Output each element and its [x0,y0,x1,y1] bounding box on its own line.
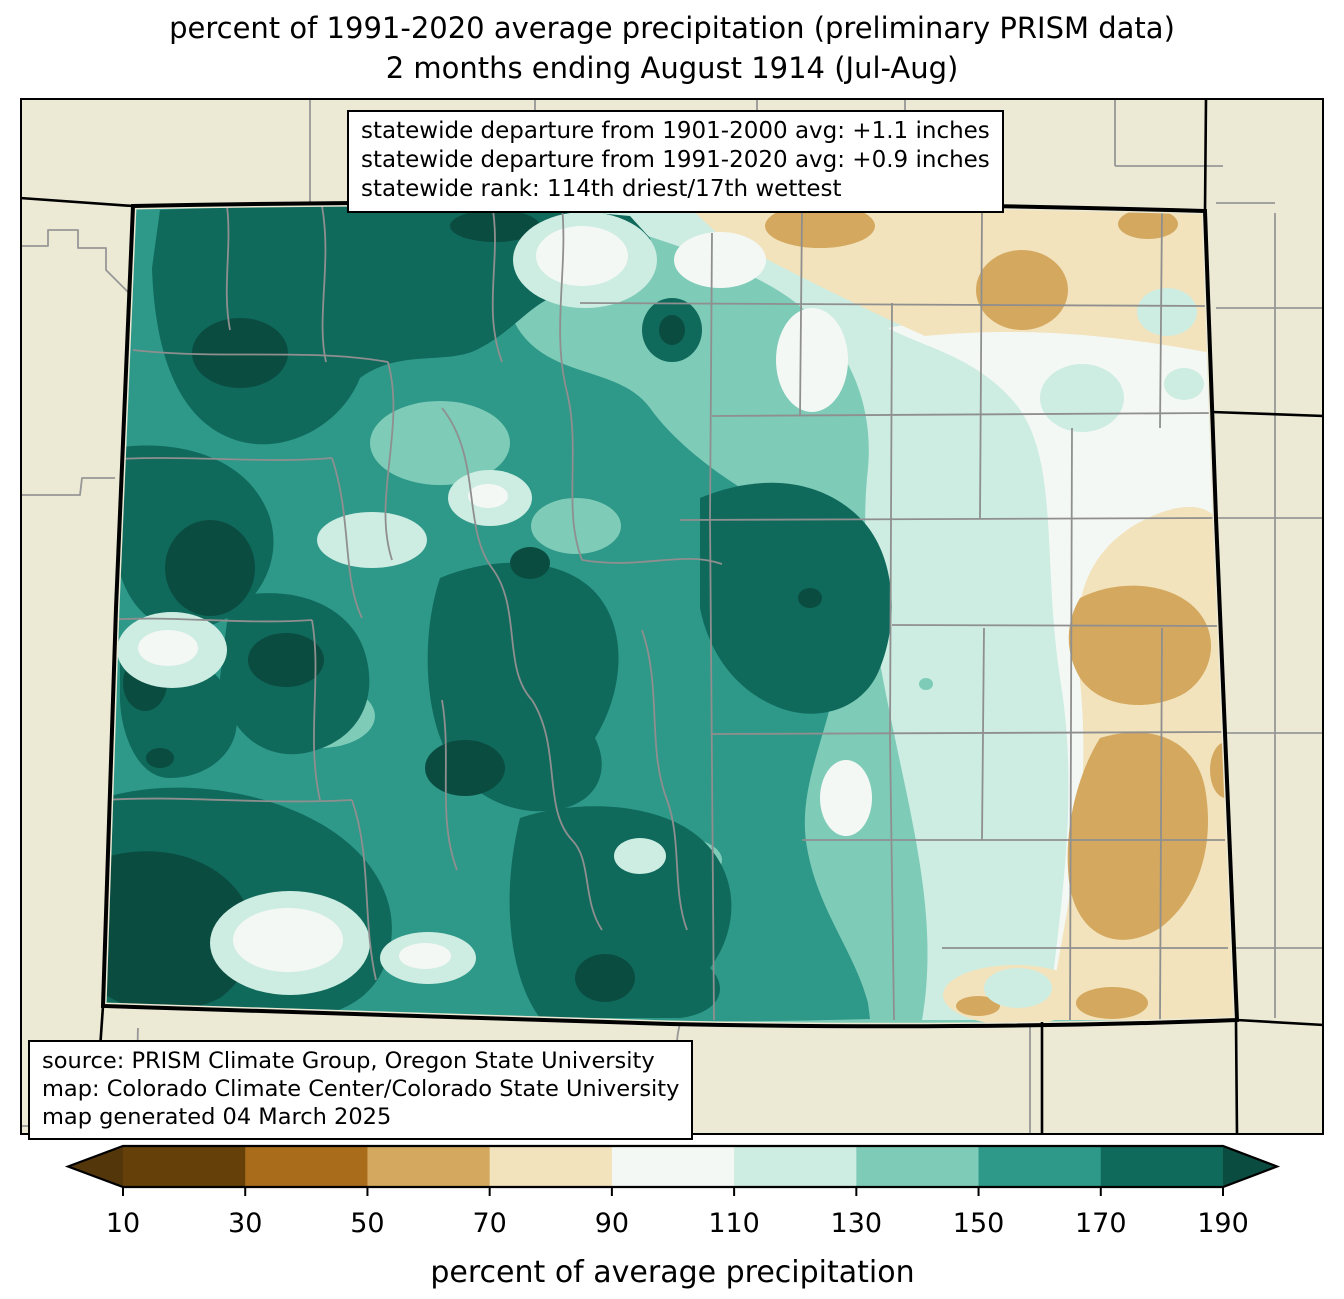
colorbar-tick-label: 110 [708,1208,760,1239]
colorbar-tick-label: 150 [953,1208,1005,1239]
stats-line-rank: statewide rank: 114th driest/17th wettes… [361,176,842,202]
colorbar-segment [978,1146,1102,1187]
chart-title-line1: percent of 1991-2020 average precipitati… [169,11,1175,45]
colorbar-tick-label: 170 [1075,1208,1127,1239]
colorbar-segment [123,1146,246,1187]
colorbar-segment [367,1146,491,1187]
chart-title-line2: 2 months ending August 1914 (Jul-Aug) [385,51,959,85]
source-line: source: PRISM Climate Group, Oregon Stat… [42,1048,655,1074]
colorbar-tick-label: 70 [472,1208,506,1239]
chart-title: percent of 1991-2020 average precipitati… [0,8,1344,88]
colorbar-tick-label: 130 [831,1208,883,1239]
colorbar-segment [489,1146,613,1187]
source-attribution-box: source: PRISM Climate Group, Oregon Stat… [28,1040,694,1140]
colorbar-tick-label: 50 [350,1208,384,1239]
colorbar-segment [734,1146,857,1187]
colorbar-segment [1100,1146,1224,1187]
colorado-contour-fills [103,202,1237,1027]
statewide-stats-box: statewide departure from 1901-2000 avg: … [347,110,1004,213]
map-axes: statewide departure from 1901-2000 avg: … [20,98,1324,1140]
stats-line-departure-1901: statewide departure from 1901-2000 avg: … [361,118,990,144]
colorbar-under-arrow [68,1146,123,1187]
colorado-county-lines [103,203,1228,1021]
colorbar-tick-label: 10 [106,1208,140,1239]
map-canvas [20,98,1324,1135]
colorbar-tick-label: 90 [595,1208,629,1239]
colorbar-tick-label: 190 [1197,1208,1249,1239]
map-credit-line: map: Colorado Climate Center/Colorado St… [42,1076,680,1102]
colorbar-over-arrow [1223,1146,1277,1187]
stats-line-departure-1991: statewide departure from 1991-2020 avg: … [361,147,990,173]
colorbar-segment [856,1146,980,1187]
generated-date-line: map generated 04 March 2025 [42,1104,392,1130]
colorbar-segment [611,1146,735,1187]
colorbar-axis-label: percent of average precipitation [430,1255,914,1290]
colorbar-tick-label: 30 [228,1208,262,1239]
colorbar: 10 30 50 70 90 110 130 150 170 190 percent of aver… [0,1140,1344,1299]
colorbar-segment [245,1146,369,1187]
colorbar-canvas: 10 30 50 70 90 110 130 150 170 190 percent of aver… [64,1144,1281,1290]
